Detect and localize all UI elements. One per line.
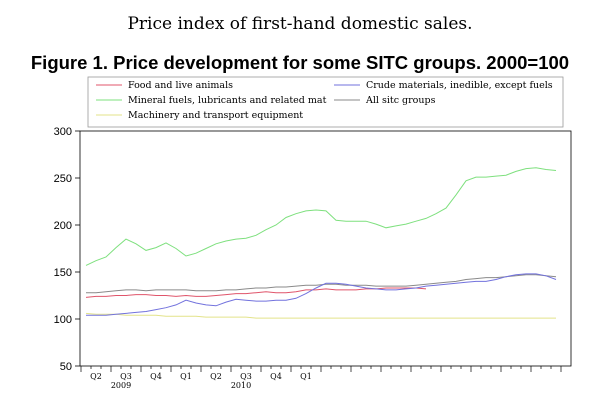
x-year-label: 2009 — [111, 381, 131, 390]
x-quarter-label: Q3 — [240, 372, 252, 381]
x-quarter-label: Q3 — [120, 372, 132, 381]
x-quarter-label: Q4 — [150, 372, 162, 381]
series-line-crude-materials-inedible-except-fuels — [86, 273, 557, 316]
legend-label-crude-materials-inedible-except-fuels: Crude materials, inedible, except fuels — [366, 80, 553, 91]
legend-label-mineral-fuels-lubricants-and-related-mat: Mineral fuels, lubricants and related ma… — [128, 95, 327, 106]
series-line-mineral-fuels-lubricants-and-related-mat — [85, 167, 557, 266]
x-quarter-label: Q2 — [210, 372, 222, 381]
y-tick-label: 50 — [60, 361, 72, 373]
legend-label-all-sitc-groups: All sitc groups — [365, 95, 436, 106]
series-line-food-and-live-animals — [85, 287, 427, 298]
x-axis: Q2 Q3 Q4 Q1 Q2 Q3 Q4 Q1 2009 2010 — [80, 366, 562, 390]
y-tick-label: 300 — [54, 126, 72, 138]
y-tick-label: 250 — [54, 173, 72, 185]
plot-border — [79, 130, 572, 367]
x-year-label: 2010 — [231, 381, 251, 390]
page-title: Price index of first-hand domestic sales… — [127, 14, 473, 34]
x-quarter-label: Q2 — [90, 372, 102, 381]
x-quarter-label: Q1 — [300, 372, 312, 381]
series-line-machinery-and-transport-equipment — [85, 312, 556, 319]
plot-frame — [79, 130, 572, 367]
legend: Food and live animals Mineral fuels, lubr… — [87, 76, 564, 128]
x-quarter-label: Q1 — [180, 372, 192, 381]
legend-label-food-and-live-animals: Food and live animals — [128, 80, 233, 91]
figure-title: Figure 1. Price development for some SIT… — [30, 52, 570, 73]
x-quarter-label: Q4 — [270, 372, 282, 381]
y-tick-label: 150 — [54, 267, 72, 279]
series-layer — [85, 167, 557, 319]
legend-box — [87, 76, 564, 128]
series-line-all-sitc-groups — [86, 274, 557, 294]
y-tick-label: 100 — [54, 314, 72, 326]
legend-label-machinery-and-transport-equipment: Machinery and transport equipment — [128, 110, 303, 121]
y-tick-label: 200 — [54, 220, 72, 232]
y-axis: 50 100 150 200 250 300 — [54, 126, 80, 373]
